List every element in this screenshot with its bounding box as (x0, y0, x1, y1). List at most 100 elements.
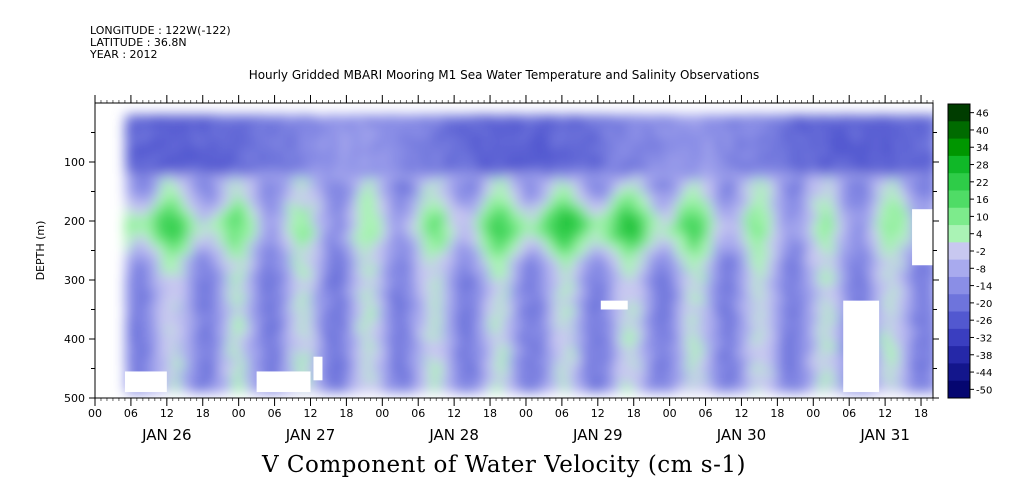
heatmap-cell (615, 215, 623, 222)
heatmap-cell (214, 179, 222, 187)
heatmap-cell (370, 268, 377, 275)
heatmap-cell (124, 167, 132, 175)
heatmap-cell (130, 221, 138, 228)
heatmap-cell (514, 226, 521, 234)
heatmap-cell (136, 244, 144, 252)
heatmap-cell (609, 256, 617, 263)
heatmap-cell (543, 262, 551, 269)
heatmap-cell (286, 156, 294, 163)
heatmap-cell (298, 114, 306, 122)
heatmap-cell (250, 138, 258, 145)
heatmap-cell (717, 327, 725, 334)
heatmap-cell (124, 238, 132, 246)
heatmap-cell (597, 339, 605, 346)
heatmap-cell (190, 333, 198, 340)
heatmap-cell (394, 374, 401, 381)
heatmap-cell (220, 120, 228, 128)
heatmap-cell (376, 238, 383, 246)
heatmap-cell (364, 356, 371, 364)
heatmap-cell (232, 215, 240, 222)
heatmap-cell (502, 150, 509, 157)
heatmap-cell (292, 280, 300, 287)
heatmap-cell (705, 167, 713, 175)
heatmap-cell (226, 339, 234, 346)
heatmap-cell (693, 244, 701, 252)
heatmap-cell (310, 339, 318, 346)
heatmap-cell (256, 126, 264, 134)
heatmap-cell (651, 167, 659, 175)
heatmap-cell (543, 256, 551, 263)
heatmap-cell (603, 327, 611, 334)
heatmap-cell (196, 256, 204, 263)
heatmap-cell (514, 156, 521, 163)
heatmap-cell (328, 215, 336, 222)
heatmap-cell (537, 280, 545, 287)
heatmap-cell (657, 285, 665, 293)
heatmap-cell (256, 203, 264, 210)
heatmap-cell (741, 144, 749, 151)
heatmap-cell (627, 238, 635, 246)
heatmap-cell (334, 167, 342, 175)
heatmap-cell (340, 333, 347, 340)
heatmap-cell (238, 380, 246, 387)
heatmap-cell (747, 179, 755, 187)
heatmap-cell (687, 303, 695, 311)
heatmap-cell (448, 303, 455, 311)
heatmap-cell (442, 368, 449, 375)
heatmap-cell (717, 185, 725, 193)
heatmap-cell (142, 268, 150, 275)
heatmap-cell (304, 368, 312, 375)
heatmap-cell (561, 215, 569, 222)
heatmap-cell (531, 268, 539, 275)
heatmap-cell (645, 250, 653, 257)
heatmap-cell (406, 250, 413, 257)
heatmap-cell (340, 368, 347, 375)
heatmap-cell (406, 238, 413, 246)
heatmap-cell (148, 226, 156, 234)
heatmap-cell (478, 226, 485, 234)
heatmap-cell (657, 191, 665, 198)
heatmap-cell (388, 126, 395, 134)
heatmap-cell (502, 226, 509, 234)
heatmap-cell (448, 179, 455, 187)
heatmap-cell (669, 197, 677, 204)
heatmap-cell (699, 167, 707, 175)
heatmap-cell (298, 215, 306, 222)
heatmap-cell (549, 244, 557, 252)
heatmap-cell (651, 221, 659, 228)
heatmap-cell (142, 179, 150, 187)
heatmap-cell (358, 197, 365, 204)
heatmap-cell (729, 244, 737, 252)
heatmap-cell (136, 362, 144, 370)
heatmap-cell (496, 333, 503, 340)
heatmap-cell (376, 303, 383, 311)
heatmap-cell (514, 238, 521, 246)
heatmap-cell (148, 150, 156, 157)
heatmap-cell (466, 156, 473, 163)
heatmap-cell (178, 327, 186, 334)
heatmap-cell (669, 238, 677, 246)
heatmap-cell (352, 203, 359, 210)
heatmap-cell (148, 321, 156, 328)
heatmap-cell (519, 197, 527, 204)
heatmap-cell (178, 209, 186, 216)
heatmap-cell (717, 297, 725, 305)
heatmap-cell (196, 327, 204, 334)
heatmap-cell (567, 221, 575, 228)
heatmap-cell (621, 179, 629, 187)
heatmap-cell (208, 368, 216, 375)
heatmap-cell (316, 280, 324, 287)
heatmap-cell (502, 262, 509, 269)
heatmap-cell (316, 256, 324, 263)
heatmap-cell (334, 226, 342, 234)
heatmap-cell (651, 150, 659, 157)
heatmap-cell (166, 120, 174, 128)
heatmap-cell (723, 114, 731, 122)
heatmap-cell (561, 120, 569, 128)
heatmap-cell (687, 215, 695, 222)
heatmap-cell (573, 268, 581, 275)
heatmap-cell (681, 291, 689, 299)
heatmap-cell (502, 162, 509, 169)
heatmap-cell (519, 226, 527, 234)
heatmap-cell (675, 197, 683, 204)
